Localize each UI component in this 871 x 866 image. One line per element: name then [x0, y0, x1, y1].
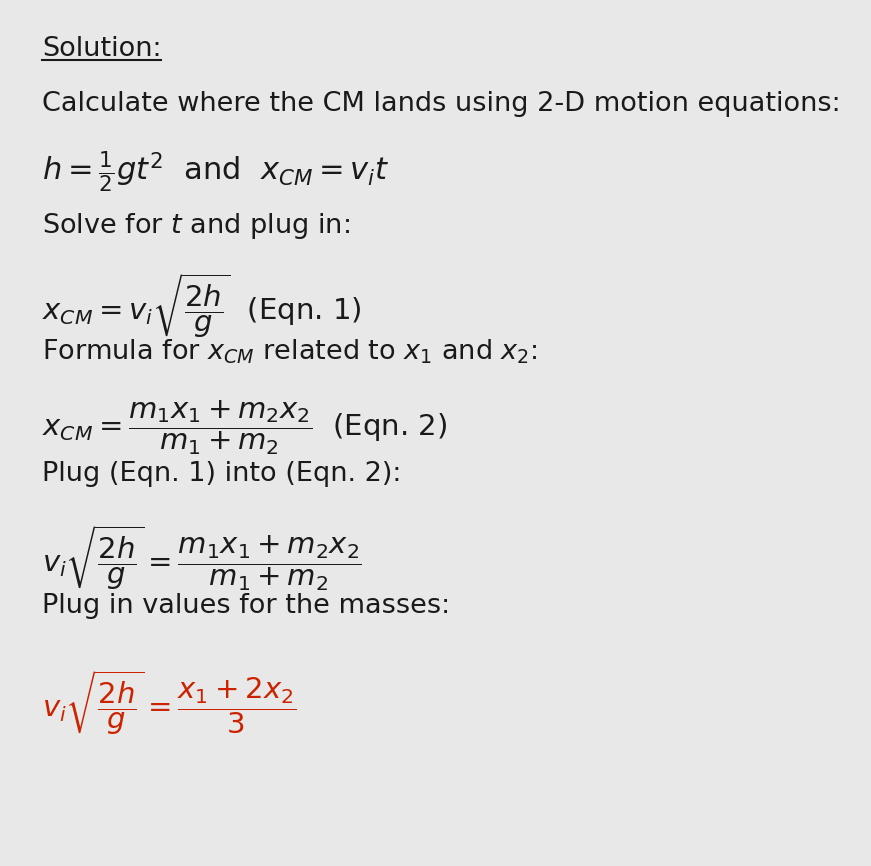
Text: Solution:: Solution: — [42, 36, 161, 62]
Text: $x_{CM} = \dfrac{m_1 x_1 + m_2 x_2}{m_1 + m_2}$  (Eqn. 2): $x_{CM} = \dfrac{m_1 x_1 + m_2 x_2}{m_1 … — [42, 398, 447, 457]
Text: Calculate where the CM lands using 2-D motion equations:: Calculate where the CM lands using 2-D m… — [42, 91, 841, 117]
Text: $h = \frac{1}{2}gt^2$  and  $x_{CM} = v_i t$: $h = \frac{1}{2}gt^2$ and $x_{CM} = v_i … — [42, 149, 389, 195]
Text: Plug (Eqn. 1) into (Eqn. 2):: Plug (Eqn. 1) into (Eqn. 2): — [42, 461, 402, 487]
Text: Plug in values for the masses:: Plug in values for the masses: — [42, 593, 450, 619]
Text: $v_i \sqrt{\dfrac{2h}{g}} = \dfrac{m_1 x_1 + m_2 x_2}{m_1 + m_2}$: $v_i \sqrt{\dfrac{2h}{g}} = \dfrac{m_1 x… — [42, 524, 361, 593]
Text: Solve for $t$ and plug in:: Solve for $t$ and plug in: — [42, 211, 350, 242]
Text: $v_i \sqrt{\dfrac{2h}{g}} = \dfrac{x_1 + 2x_2}{3}$: $v_i \sqrt{\dfrac{2h}{g}} = \dfrac{x_1 +… — [42, 669, 296, 738]
Text: Formula for $x_{CM}$ related to $x_1$ and $x_2$:: Formula for $x_{CM}$ related to $x_1$ an… — [42, 338, 537, 366]
Text: $x_{CM} = v_i \sqrt{\dfrac{2h}{g}}$  (Eqn. 1): $x_{CM} = v_i \sqrt{\dfrac{2h}{g}}$ (Eqn… — [42, 272, 361, 341]
